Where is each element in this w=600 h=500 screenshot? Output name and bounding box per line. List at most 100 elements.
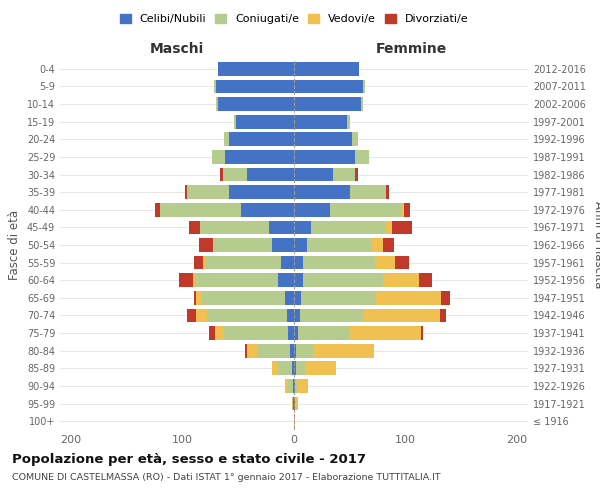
Bar — [301, 291, 376, 304]
Bar — [329, 203, 402, 216]
Bar — [212, 150, 225, 164]
Bar — [355, 168, 358, 181]
Bar — [272, 362, 278, 375]
Bar — [376, 256, 395, 270]
Bar — [205, 256, 281, 270]
Bar — [294, 186, 350, 199]
Bar — [229, 132, 294, 146]
Bar — [294, 80, 363, 94]
Bar — [215, 326, 224, 340]
Bar — [294, 379, 295, 393]
Bar — [259, 344, 290, 358]
Bar — [294, 274, 303, 287]
Bar — [296, 344, 313, 358]
Bar — [234, 115, 236, 128]
Bar — [218, 62, 294, 76]
Bar — [347, 115, 350, 128]
Bar — [209, 326, 215, 340]
Bar — [216, 97, 218, 111]
Bar — [299, 308, 364, 322]
Bar — [294, 362, 296, 375]
Bar — [440, 308, 446, 322]
Text: Maschi: Maschi — [150, 42, 204, 56]
Bar — [247, 344, 259, 358]
Bar — [349, 326, 421, 340]
Bar — [278, 274, 294, 287]
Bar — [383, 238, 394, 252]
Bar — [199, 238, 212, 252]
Bar — [290, 344, 294, 358]
Bar — [292, 396, 293, 410]
Bar — [289, 326, 294, 340]
Bar — [395, 256, 409, 270]
Bar — [292, 362, 294, 375]
Bar — [224, 132, 229, 146]
Bar — [202, 291, 285, 304]
Bar — [287, 308, 294, 322]
Legend: Celibi/Nubili, Coniugati/e, Vedovi/e, Divorziati/e: Celibi/Nubili, Coniugati/e, Vedovi/e, Di… — [119, 14, 469, 24]
Bar — [294, 132, 352, 146]
Bar — [194, 256, 203, 270]
Bar — [214, 80, 216, 94]
Bar — [392, 220, 412, 234]
Bar — [294, 308, 299, 322]
Bar — [305, 362, 337, 375]
Bar — [361, 97, 363, 111]
Bar — [298, 326, 349, 340]
Bar — [294, 326, 298, 340]
Bar — [350, 186, 385, 199]
Bar — [294, 256, 303, 270]
Bar — [294, 150, 355, 164]
Bar — [247, 168, 294, 181]
Bar — [404, 203, 410, 216]
Y-axis label: Anni di nascita: Anni di nascita — [592, 202, 600, 288]
Bar — [298, 379, 308, 393]
Bar — [303, 256, 376, 270]
Text: Popolazione per età, sesso e stato civile - 2017: Popolazione per età, sesso e stato civil… — [12, 452, 366, 466]
Bar — [293, 396, 294, 410]
Bar — [187, 308, 196, 322]
Bar — [294, 291, 301, 304]
Bar — [207, 308, 287, 322]
Bar — [402, 203, 404, 216]
Bar — [295, 396, 298, 410]
Bar — [294, 203, 329, 216]
Bar — [294, 238, 307, 252]
Bar — [212, 238, 214, 252]
Bar — [363, 80, 365, 94]
Bar — [313, 344, 374, 358]
Bar — [294, 344, 296, 358]
Bar — [294, 97, 361, 111]
Bar — [372, 238, 383, 252]
Bar — [386, 186, 389, 199]
Bar — [294, 62, 359, 76]
Bar — [441, 291, 450, 304]
Bar — [376, 291, 441, 304]
Bar — [296, 362, 305, 375]
Bar — [294, 115, 347, 128]
Bar — [281, 256, 294, 270]
Bar — [289, 379, 293, 393]
Bar — [225, 150, 294, 164]
Bar — [185, 186, 187, 199]
Bar — [196, 308, 207, 322]
Bar — [195, 274, 278, 287]
Bar — [307, 238, 372, 252]
Bar — [214, 238, 272, 252]
Bar — [294, 220, 311, 234]
Bar — [285, 379, 289, 393]
Bar — [294, 168, 333, 181]
Bar — [220, 168, 223, 181]
Bar — [218, 97, 294, 111]
Bar — [352, 132, 358, 146]
Bar — [278, 362, 292, 375]
Bar — [294, 414, 295, 428]
Bar — [189, 220, 200, 234]
Bar — [223, 168, 247, 181]
Bar — [303, 274, 383, 287]
Bar — [295, 379, 298, 393]
Text: Femmine: Femmine — [376, 42, 446, 56]
Bar — [203, 256, 205, 270]
Bar — [285, 291, 294, 304]
Bar — [419, 274, 432, 287]
